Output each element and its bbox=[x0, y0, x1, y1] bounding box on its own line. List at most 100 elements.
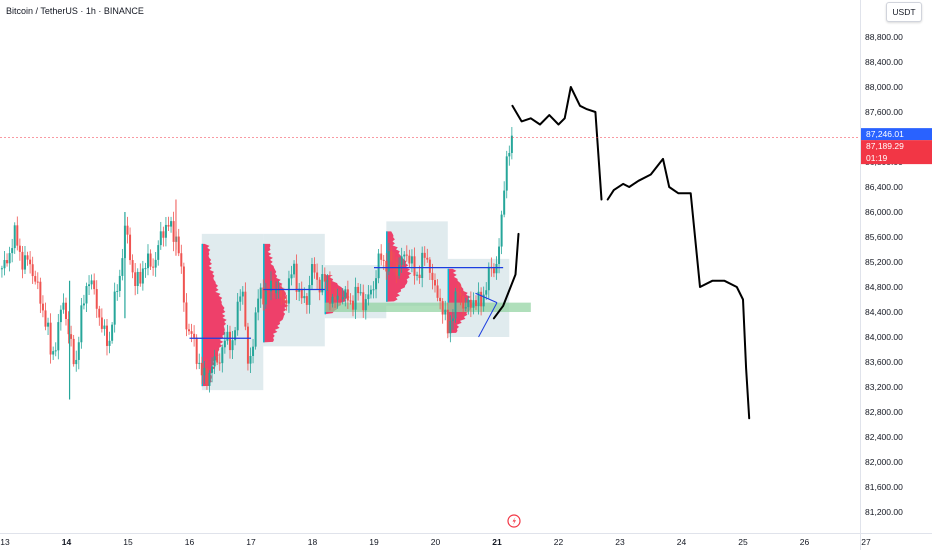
candle-body bbox=[451, 318, 454, 322]
candle-body bbox=[398, 264, 401, 276]
candle-body bbox=[205, 367, 208, 386]
y-tick-label: 86,400.00 bbox=[865, 182, 903, 192]
x-tick-label: 26 bbox=[800, 537, 810, 547]
candle-body bbox=[118, 275, 121, 291]
candle-body bbox=[180, 253, 183, 267]
candle-body bbox=[262, 287, 265, 305]
key-levels bbox=[189, 267, 504, 339]
candle-body bbox=[267, 290, 270, 292]
candle-body bbox=[221, 347, 224, 364]
candle-body bbox=[336, 295, 339, 300]
candle-body bbox=[495, 263, 498, 274]
candlesticks[interactable] bbox=[0, 127, 513, 400]
candle-body bbox=[410, 256, 413, 264]
volume-profile bbox=[447, 268, 473, 333]
candle-body bbox=[167, 224, 170, 227]
candle-body bbox=[431, 272, 434, 281]
price-tags: 87,246.01 87,189.29 01:19 bbox=[861, 128, 932, 165]
candle-body bbox=[105, 325, 108, 346]
x-tick-label: 18 bbox=[308, 537, 318, 547]
forecast-drawing[interactable] bbox=[492, 86, 751, 420]
forecast-path bbox=[511, 86, 603, 201]
candle-body bbox=[351, 300, 354, 310]
candle-body bbox=[54, 350, 57, 352]
y-tick-label: 82,400.00 bbox=[865, 432, 903, 442]
flash-icon[interactable] bbox=[507, 514, 521, 528]
y-tick-label: 83,600.00 bbox=[865, 357, 903, 367]
candle-body bbox=[408, 255, 411, 264]
candle-body bbox=[441, 301, 444, 315]
candle-body bbox=[236, 301, 239, 331]
candle-body bbox=[328, 280, 331, 304]
x-tick-label: 20 bbox=[431, 537, 441, 547]
candle-body bbox=[477, 291, 480, 307]
candle-body bbox=[377, 253, 380, 279]
candle-body bbox=[426, 257, 429, 260]
candle-body bbox=[498, 246, 501, 264]
forecast-path bbox=[492, 232, 520, 320]
candle-body bbox=[354, 286, 357, 310]
candle-body bbox=[482, 294, 485, 307]
candle-body bbox=[264, 290, 267, 305]
candle-body bbox=[82, 303, 85, 306]
candle-body bbox=[11, 248, 14, 254]
countdown-label: 01:19 bbox=[866, 153, 888, 163]
currency-button[interactable]: USDT bbox=[886, 2, 922, 22]
candle-body bbox=[70, 334, 73, 339]
candle-body bbox=[433, 280, 436, 286]
candle-body bbox=[190, 331, 193, 334]
price-axis[interactable]: 88,800.00 88,400.00 88,000.00 87,600.00 87,2… bbox=[865, 32, 903, 517]
candle-body bbox=[31, 264, 34, 277]
candle-body bbox=[44, 310, 47, 327]
candle-body bbox=[510, 135, 513, 153]
time-axis[interactable]: 13 14 15 16 17 18 19 20 21 22 23 24 25 26 27 bbox=[0, 537, 871, 547]
x-tick-label: 24 bbox=[677, 537, 687, 547]
candle-body bbox=[34, 276, 37, 282]
x-tick-label: 21 bbox=[492, 537, 502, 547]
triangle-line bbox=[478, 302, 498, 338]
x-tick-label: 22 bbox=[554, 537, 564, 547]
candle-body bbox=[93, 280, 96, 290]
candle-body bbox=[508, 152, 511, 157]
y-tick-label: 85,600.00 bbox=[865, 232, 903, 242]
candle-body bbox=[149, 253, 152, 267]
candle-body bbox=[216, 356, 219, 363]
candle-body bbox=[134, 272, 137, 287]
candle-body bbox=[211, 366, 214, 373]
candle-body bbox=[103, 325, 106, 329]
x-tick-label: 25 bbox=[738, 537, 748, 547]
candle-body bbox=[223, 340, 226, 348]
candle-body bbox=[472, 300, 475, 308]
candle-body bbox=[334, 296, 337, 300]
candle-body bbox=[185, 302, 188, 330]
candle-body bbox=[390, 251, 393, 262]
candle-body bbox=[428, 259, 431, 273]
candle-body bbox=[282, 297, 285, 301]
candle-body bbox=[21, 251, 24, 270]
forecast-path bbox=[606, 157, 751, 420]
candle-body bbox=[280, 289, 283, 298]
candle-body bbox=[500, 214, 503, 247]
candle-body bbox=[385, 260, 388, 272]
price-tag-blue bbox=[861, 128, 932, 141]
candle-body bbox=[287, 278, 290, 304]
candle-body bbox=[257, 298, 260, 313]
volume-profile bbox=[201, 243, 227, 387]
candle-body bbox=[444, 309, 447, 315]
candle-body bbox=[487, 266, 490, 291]
candle-body bbox=[239, 296, 242, 302]
y-tick-label: 82,800.00 bbox=[865, 407, 903, 417]
x-tick-label: 16 bbox=[185, 537, 195, 547]
candle-body bbox=[52, 351, 55, 355]
candle-body bbox=[182, 266, 185, 303]
candle-body bbox=[313, 264, 316, 273]
candle-body bbox=[423, 252, 426, 258]
candle-body bbox=[341, 297, 344, 300]
candle-body bbox=[485, 290, 488, 295]
candle-body bbox=[252, 346, 255, 356]
x-tick-label: 27 bbox=[861, 537, 871, 547]
candle-body bbox=[29, 259, 32, 265]
y-tick-label: 83,200.00 bbox=[865, 382, 903, 392]
